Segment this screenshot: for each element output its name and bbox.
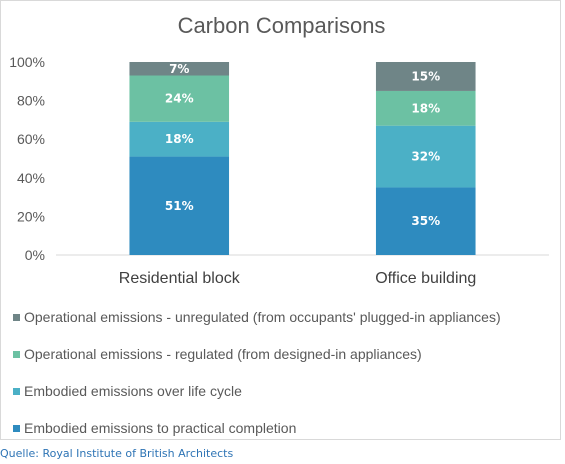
y-tick-label: 80% [17,93,45,109]
bar-segment [375,187,476,255]
data-label: 24% [165,92,194,106]
legend-item: Operational emissions - unregulated (fro… [13,307,501,327]
bar-segment [375,62,476,91]
data-label: 32% [411,150,440,164]
legend-item: Embodied emissions over life cycle [13,381,242,401]
chart-frame: Carbon Comparisons 0% 20% 40% 60% 80% 100% 51%… [0,0,561,440]
bar-segment [129,156,230,255]
legend-item: Operational emissions - regulated (from … [13,344,422,364]
y-tick-label: 0% [25,247,45,263]
bar-segment [129,62,230,76]
legend-label: Operational emissions - unregulated (fro… [24,309,501,325]
data-label: 35% [411,214,440,228]
data-label: 51% [165,199,194,213]
legend-swatch [13,313,20,321]
bar-segment [375,90,476,126]
y-tick-label: 40% [17,170,45,186]
data-label: 18% [165,132,194,146]
legend-item: Embodied emissions to practical completi… [13,418,296,438]
legend-swatch [13,350,20,358]
legend-label: Embodied emissions over life cycle [24,383,242,399]
plot-area: 0% 20% 40% 60% 80% 100% 51% 18% 24% 7% Residential… [9,54,549,287]
source-note: Quelle: Royal Institute of British Archi… [0,447,234,460]
chart-title: Carbon Comparisons [177,13,386,38]
legend-swatch [13,424,20,432]
y-tick-label: 100% [9,54,45,70]
legend-swatch [13,387,20,395]
x-category-label: Office building [375,270,476,287]
legend-label: Embodied emissions to practical completi… [24,420,297,436]
y-tick-label: 60% [17,131,45,147]
bar-segment [129,121,230,157]
x-category-label: Residential block [119,270,241,287]
data-label: 7% [169,62,189,76]
legend-label: Operational emissions - regulated (from … [24,346,422,362]
bar-segment [375,125,476,188]
bar-segment [129,75,230,122]
data-label: 18% [411,101,440,115]
data-label: 15% [411,69,440,83]
y-tick-label: 20% [17,208,45,224]
